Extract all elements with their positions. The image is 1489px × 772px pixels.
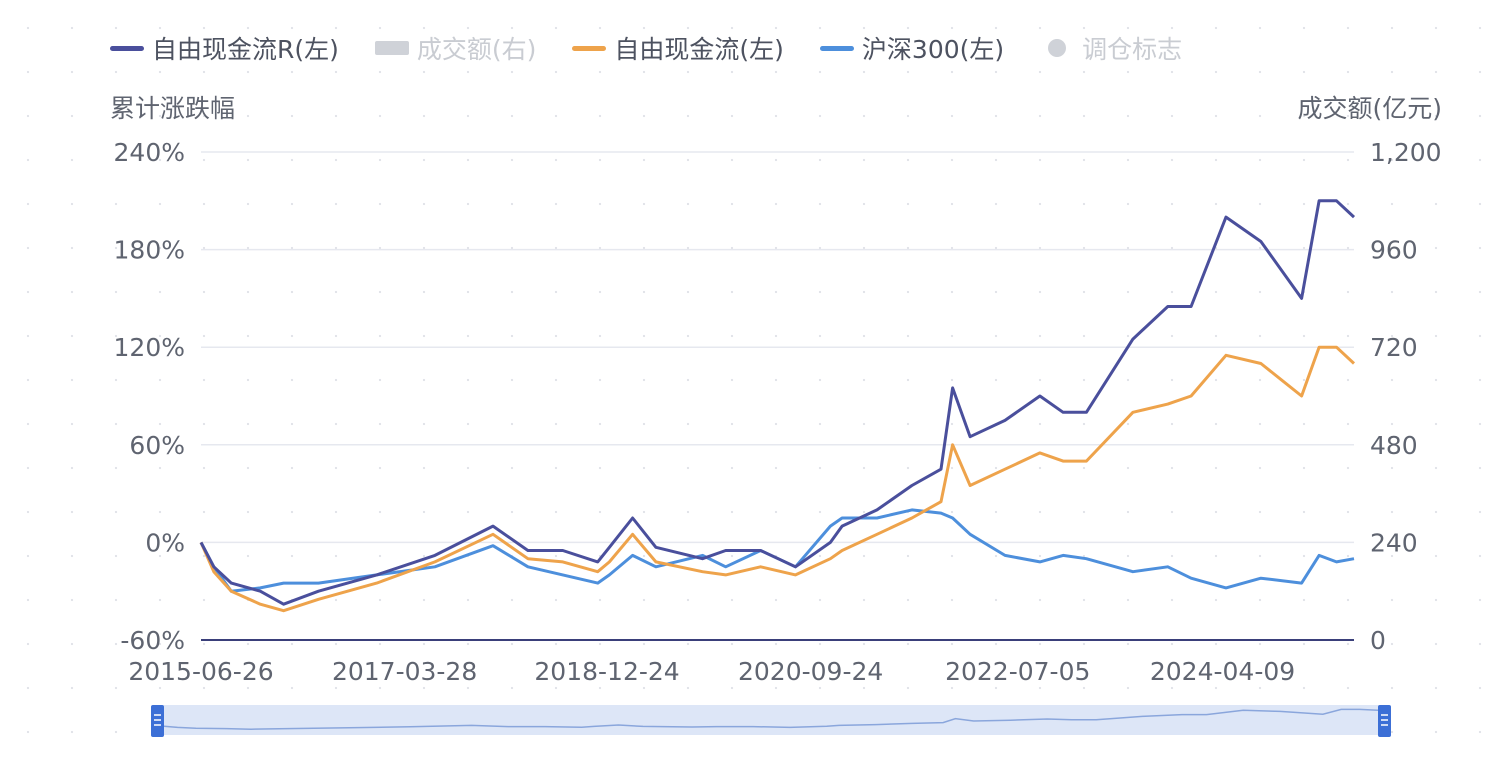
x-tick-label: 2017-03-28	[332, 657, 477, 686]
x-tick-label: 2015-06-26	[128, 657, 273, 686]
zoom-preview-line	[163, 708, 1379, 730]
x-tick-label: 2024-04-09	[1150, 657, 1295, 686]
series-line-1	[199, 345, 1356, 613]
chart-legend: 自由现金流R(左) 成交额(右) 自由现金流(左) 沪深300(左) 调仓标志	[110, 28, 1182, 68]
x-tick-label: 2018-12-24	[534, 657, 679, 686]
legend-item-turnover[interactable]: 成交额(右)	[374, 30, 537, 66]
legend-swatch-turnover	[374, 41, 409, 55]
legend-item-rebalance[interactable]: 调仓标志	[1040, 30, 1182, 66]
y-right-tick-label: 480	[1370, 431, 1418, 460]
y-left-tick-label: 180%	[114, 236, 185, 265]
zoom-track[interactable]	[160, 705, 1385, 735]
y-left-tick-label: 240%	[114, 138, 185, 167]
series-lines	[199, 199, 1356, 613]
legend-swatch-fcf	[572, 45, 607, 51]
legend-label-rebalance: 调仓标志	[1082, 35, 1183, 64]
legend-label-turnover: 成交额(右)	[416, 35, 537, 64]
y-right-tick-label: 240	[1370, 528, 1418, 557]
y-left-axis-title: 累计涨跌幅	[110, 94, 235, 123]
legend-swatch-fcf-r	[110, 45, 144, 51]
grid-lines	[201, 151, 1354, 544]
series-line-0	[199, 199, 1356, 606]
zoom-handle-left[interactable]	[151, 705, 164, 737]
legend-label-fcf: 自由现金流(左)	[614, 35, 784, 64]
x-tick-label: 2022-07-05	[945, 657, 1090, 686]
legend-item-fcf[interactable]: 自由现金流(左)	[572, 30, 784, 66]
legend-swatch-rebalance	[1048, 39, 1067, 57]
y-left-axis-ticks: 240% 180% 120% 60% 0% -60%	[114, 138, 185, 655]
y-left-tick-label: 0%	[145, 528, 185, 557]
legend-swatch-csi300	[819, 45, 854, 51]
y-left-tick-label: -60%	[120, 626, 185, 655]
y-right-tick-label: 960	[1370, 236, 1418, 265]
legend-item-fcf-r[interactable]: 自由现金流R(左)	[110, 30, 339, 66]
y-right-tick-label: 1,200	[1370, 138, 1442, 167]
y-left-tick-label: 60%	[129, 431, 185, 460]
x-axis-ticks: 2015-06-26 2017-03-28 2018-12-24 2020-09-24…	[128, 657, 1295, 686]
y-right-tick-label: 0	[1370, 626, 1386, 655]
series-line-2	[199, 508, 1355, 593]
data-zoom-slider[interactable]	[151, 705, 1391, 737]
y-right-axis-title: 成交额(亿元)	[1297, 94, 1442, 123]
legend-label-csi300: 沪深300(左)	[861, 35, 1005, 64]
zoom-handle-right[interactable]	[1378, 705, 1391, 737]
y-left-tick-label: 120%	[114, 333, 185, 362]
legend-label-fcf-r: 自由现金流R(左)	[152, 35, 339, 64]
y-right-tick-label: 720	[1370, 333, 1418, 362]
x-tick-label: 2020-09-24	[738, 657, 883, 686]
y-right-axis-ticks: 1,200 960 720 480 240 0	[1370, 138, 1442, 655]
legend-item-csi300[interactable]: 沪深300(左)	[819, 30, 1005, 66]
